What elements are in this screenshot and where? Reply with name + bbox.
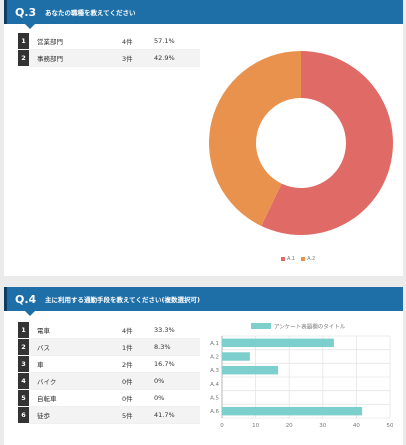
row-index: 2 [18, 338, 29, 356]
row-count: 4件 [122, 322, 154, 339]
x-tick-label: 10 [252, 423, 259, 429]
chart-legend: A.1 A.2 [281, 256, 315, 262]
y-tick-label: A.6 [210, 409, 219, 415]
question-number: Q.4 [15, 292, 37, 306]
x-tick-label: 40 [353, 423, 360, 429]
x-tick-label: 20 [286, 423, 293, 429]
row-label: 自転車 [29, 389, 122, 407]
table-row: 5 自転車 0件 0% [18, 389, 200, 407]
row-count: 4件 [122, 33, 154, 50]
table-row: 3 車 2件 16.7% [18, 355, 200, 373]
y-tick-label: A.3 [210, 368, 219, 374]
row-count: 0件 [122, 389, 154, 407]
legend-item-a2: A.2 [301, 256, 315, 262]
row-label: 営業部門 [29, 33, 122, 50]
question-title: 主に利用する通勤手段を教えてください(複数選択可) [45, 296, 200, 304]
bar-a6 [222, 406, 363, 416]
row-count: 3件 [122, 49, 154, 67]
row-label: 徒歩 [29, 406, 122, 424]
question-number: Q.3 [15, 5, 37, 19]
table-row: 6 徒歩 5件 41.7% [18, 406, 200, 424]
legend-swatch [251, 323, 271, 329]
row-index: 4 [18, 372, 29, 390]
question-card-q3: Q.3 あなたの職種を教えてください 1 営業部門 4件 57.1% 2 事務部門 3件 42… [4, 0, 403, 276]
row-percent: 8.3% [154, 338, 200, 356]
row-index: 6 [18, 406, 29, 424]
row-index: 1 [18, 33, 29, 50]
row-label: 車 [29, 355, 122, 373]
row-count: 0件 [122, 372, 154, 390]
row-index: 3 [18, 355, 29, 373]
question-card-q4: Q.4 主に利用する通勤手段を教えてください(複数選択可) 1 電車 4件 33.3%… [4, 287, 403, 445]
x-tick-label: 50 [387, 423, 394, 429]
bar-a1 [222, 338, 334, 348]
row-label: バイク [29, 372, 122, 390]
row-percent: 0% [154, 389, 200, 407]
donut-chart [208, 51, 393, 235]
y-tick-label: A.4 [210, 382, 219, 388]
result-table-q3: 1 営業部門 4件 57.1% 2 事務部門 3件 42.9% [18, 33, 200, 67]
row-percent: 16.7% [154, 355, 200, 373]
bar-a2 [222, 352, 250, 361]
question-header-q4: Q.4 主に利用する通勤手段を教えてください(複数選択可) [4, 287, 403, 316]
row-percent: 0% [154, 372, 200, 390]
y-tick-label: A.2 [210, 355, 219, 361]
table-row: 2 事務部門 3件 42.9% [18, 49, 200, 67]
header-notch [25, 24, 35, 29]
table-row: 4 バイク 0件 0% [18, 372, 200, 390]
x-tick-label: 30 [319, 423, 326, 429]
bar-chart: アンケート表題欄のタイトル 0 10 20 30 40 50 A.1 A.2 A.3 A.4 A.5 A… [210, 323, 394, 430]
row-label: 電車 [29, 322, 122, 339]
row-percent: 41.7% [154, 406, 200, 424]
row-percent: 57.1% [154, 33, 200, 50]
row-index: 1 [18, 322, 29, 339]
row-label: 事務部門 [29, 49, 122, 67]
table-row: 1 営業部門 4件 57.1% [18, 33, 200, 50]
table-row: 2 バス 1件 8.3% [18, 338, 200, 356]
row-percent: 42.9% [154, 49, 200, 67]
row-index: 2 [18, 49, 29, 67]
table-row: 1 電車 4件 33.3% [18, 322, 200, 339]
result-table-q4: 1 電車 4件 33.3% 2 バス 1件 8.3% 3 車 2件 16.7% 4 バイク 0件 0% 5 自転車… [18, 322, 200, 424]
row-count: 2件 [122, 355, 154, 373]
row-index: 5 [18, 389, 29, 407]
y-tick-label: A.5 [210, 396, 219, 402]
legend-label: アンケート表題欄のタイトル [274, 323, 346, 331]
bar-a3 [222, 365, 279, 375]
y-tick-label: A.1 [210, 341, 219, 347]
donut-slice-a2 [208, 51, 301, 226]
question-header-q3: Q.3 あなたの職種を教えてください [4, 0, 403, 29]
row-count: 1件 [122, 338, 154, 356]
row-percent: 33.3% [154, 322, 200, 339]
question-title: あなたの職種を教えてください [45, 9, 136, 17]
row-label: バス [29, 338, 122, 356]
header-notch [25, 311, 35, 316]
legend-item-a1: A.1 [281, 256, 295, 262]
donut-slice-a1 [261, 51, 393, 235]
x-tick-label: 0 [220, 423, 224, 429]
row-count: 5件 [122, 406, 154, 424]
